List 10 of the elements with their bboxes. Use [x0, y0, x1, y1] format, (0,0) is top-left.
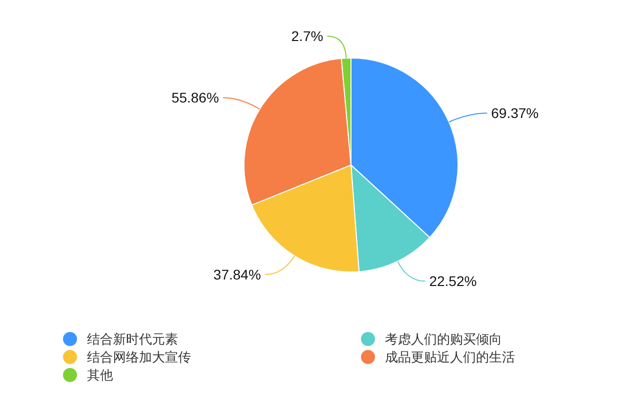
- data-label: 55.86%: [171, 90, 219, 106]
- legend-label: 结合新时代元素: [87, 332, 178, 346]
- data-label: 22.52%: [429, 273, 477, 290]
- legend-label: 结合网络加大宣传: [87, 350, 191, 364]
- legend-label: 成品更贴近人们的生活: [385, 350, 515, 364]
- legend-label: 考虑人们的购买倾向: [385, 332, 502, 346]
- data-label: 37.84%: [213, 266, 261, 283]
- legend-label: 其他: [87, 368, 113, 382]
- data-label: 2.7%: [291, 28, 324, 44]
- data-label: 69.37%: [491, 105, 539, 122]
